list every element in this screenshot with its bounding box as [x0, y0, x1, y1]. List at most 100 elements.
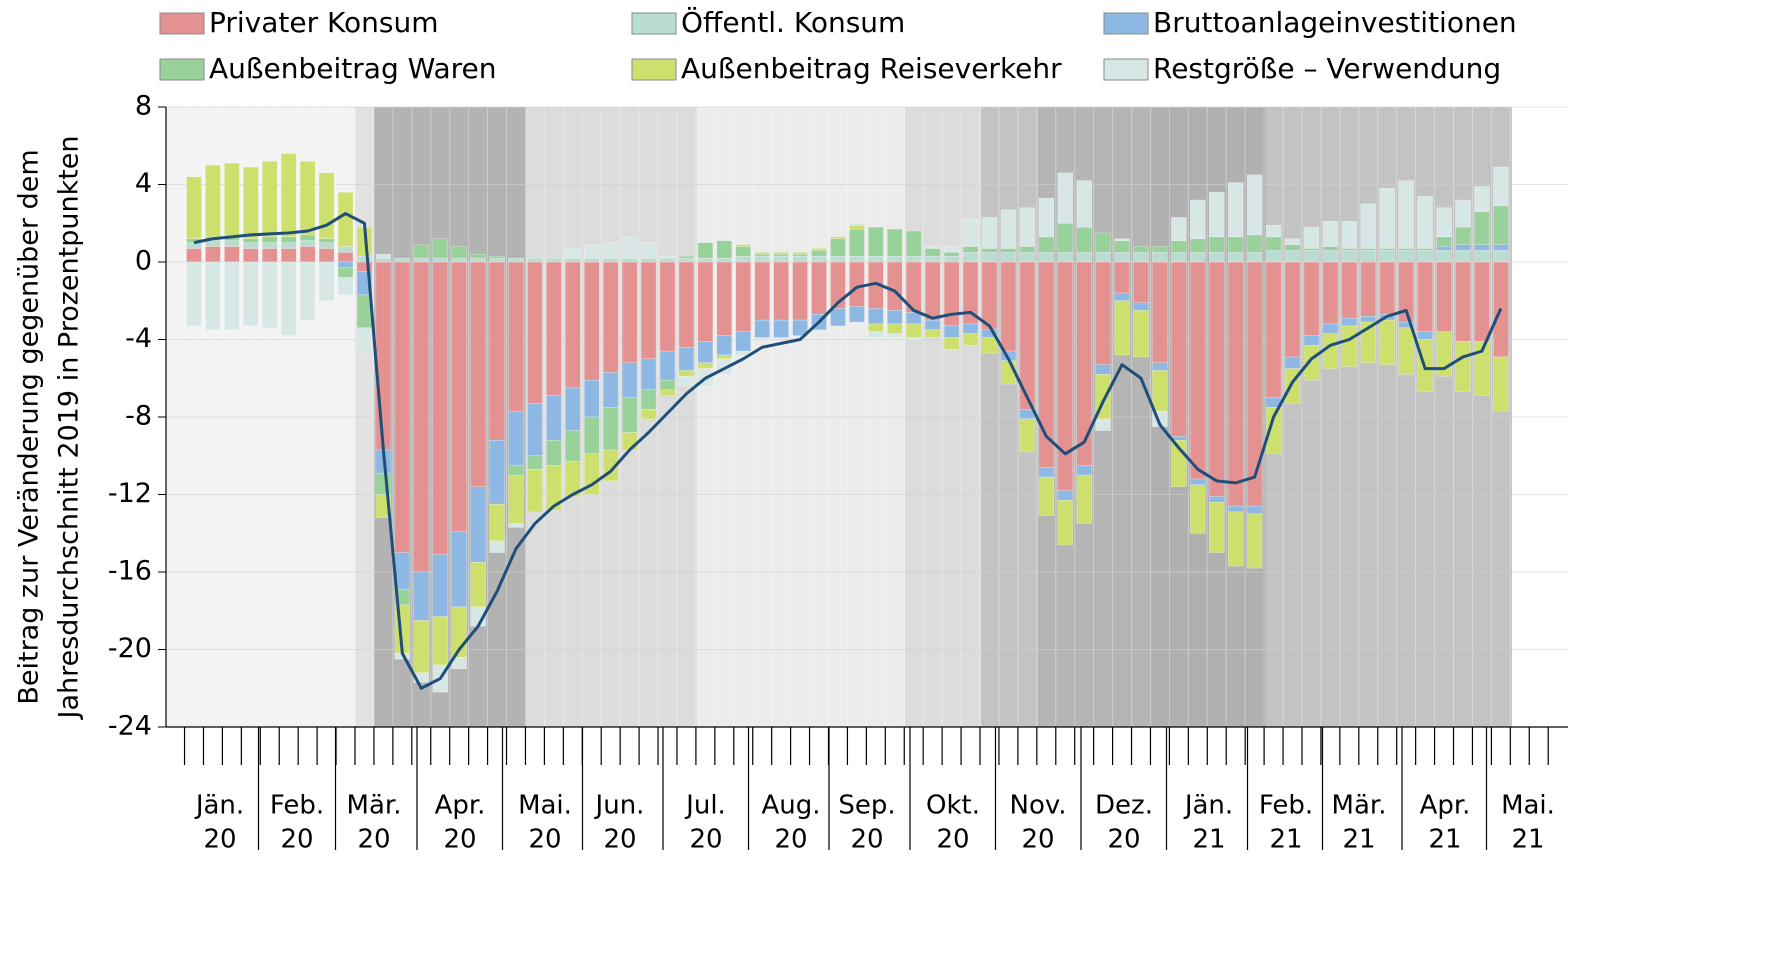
bar-segment — [887, 228, 903, 257]
bar-segment — [735, 331, 752, 352]
bar-segment — [299, 261, 316, 321]
bar-segment — [792, 261, 808, 321]
bar-segment — [1076, 261, 1092, 466]
bar-segment — [887, 323, 903, 334]
bar-segment — [887, 255, 903, 263]
bar-segment — [716, 240, 733, 259]
bar-segment — [224, 261, 240, 331]
bar-segment — [1076, 180, 1092, 228]
x-year-label: 20 — [774, 825, 807, 855]
x-month-label: Dez. — [1095, 791, 1153, 821]
bar-segment — [1493, 244, 1509, 251]
bar-segment — [602, 407, 619, 451]
x-year-label: 20 — [689, 825, 722, 855]
x-month-label: Jän. — [194, 791, 244, 821]
bar-segment — [602, 242, 619, 259]
bar-segment — [1265, 250, 1282, 263]
bar-segment — [924, 255, 941, 263]
bar-segment — [1474, 186, 1490, 212]
x-year-label: 20 — [850, 825, 883, 855]
x-month-label: Mai. — [518, 791, 572, 821]
bar-segment — [678, 261, 695, 348]
bar-segment — [1133, 310, 1149, 358]
bar-segment — [1095, 232, 1111, 253]
bar-segment — [1057, 252, 1073, 263]
bar-segment — [621, 362, 638, 398]
bar-segment — [1057, 223, 1073, 253]
bar-segment — [773, 261, 789, 321]
bar-segment — [1209, 236, 1225, 253]
bar-segment — [1133, 246, 1149, 253]
x-month-label: Jän. — [1183, 791, 1233, 821]
bar-segment — [1360, 203, 1377, 249]
bar-segment — [1114, 252, 1130, 263]
legend-label: Außenbeitrag Reiseverkehr — [681, 52, 1062, 85]
bar-segment — [1303, 226, 1320, 249]
bar-segment — [830, 255, 846, 263]
bar-segment — [1227, 505, 1244, 513]
bar-segment — [186, 242, 202, 249]
bar-segment — [1038, 476, 1055, 517]
bar-segment — [678, 255, 695, 259]
bar-segment — [1360, 316, 1377, 323]
bar-segment — [811, 255, 827, 263]
bar-segment — [1455, 341, 1471, 393]
bar-segment — [602, 261, 619, 373]
bar-segment — [773, 252, 789, 255]
bar-segment — [1000, 248, 1017, 253]
bar-segment — [1133, 252, 1149, 263]
bar-segment — [243, 248, 259, 263]
bar-segment — [1455, 244, 1471, 251]
bar-segment — [1398, 180, 1414, 249]
bar-segment — [1000, 261, 1017, 352]
bar-segment — [1436, 236, 1452, 247]
bar-segment — [1152, 246, 1168, 253]
bar-segment — [659, 379, 676, 391]
bar-segment — [337, 252, 354, 263]
legend-label: Bruttoanlageinvestitionen — [1153, 6, 1517, 39]
legend-swatch — [1103, 58, 1149, 81]
bar-segment — [1265, 407, 1282, 455]
bar-segment — [489, 261, 505, 441]
bar-segment — [565, 248, 581, 259]
bar-segment — [1227, 236, 1244, 253]
bar-segment — [1190, 261, 1206, 480]
bar-segment — [1076, 465, 1092, 476]
legend-label: Restgröße – Verwendung — [1153, 52, 1501, 85]
bar-segment — [527, 455, 543, 470]
y-tick-label: -20 — [108, 633, 152, 664]
y-tick-label: 8 — [135, 91, 152, 122]
x-month-label: Okt. — [926, 791, 980, 821]
bar-segment — [1379, 250, 1395, 263]
y-tick-label: -4 — [125, 323, 152, 354]
bar-segment — [508, 465, 524, 476]
bar-segment — [659, 255, 676, 259]
bar-segment — [887, 310, 903, 325]
bar-segment — [1265, 224, 1282, 238]
x-month-label: Feb. — [1259, 791, 1313, 821]
x-year-label: 20 — [357, 825, 390, 855]
bar-segment — [451, 261, 467, 532]
bar-segment — [1038, 236, 1055, 253]
bar-segment — [224, 246, 240, 263]
bar-segment — [318, 242, 335, 249]
y-tick-label: -12 — [108, 478, 152, 509]
bar-segment — [1284, 356, 1301, 369]
bar-segment — [527, 261, 543, 404]
bar-segment — [1095, 418, 1111, 431]
bar-segment — [1095, 364, 1111, 375]
bar-segment — [583, 257, 600, 263]
bar-segment — [413, 257, 430, 263]
bar-segment — [887, 333, 903, 338]
bar-segment — [697, 341, 714, 363]
bar-segment — [1171, 261, 1187, 437]
bar-segment — [299, 246, 316, 263]
bar-segment — [546, 261, 562, 396]
bar-segment — [1398, 327, 1414, 375]
bar-segment — [1379, 261, 1395, 315]
bar-segment — [1474, 244, 1490, 251]
bar-segment — [262, 242, 278, 249]
bar-segment — [735, 261, 752, 332]
bar-segment — [583, 261, 600, 381]
bar-segment — [1095, 261, 1111, 365]
